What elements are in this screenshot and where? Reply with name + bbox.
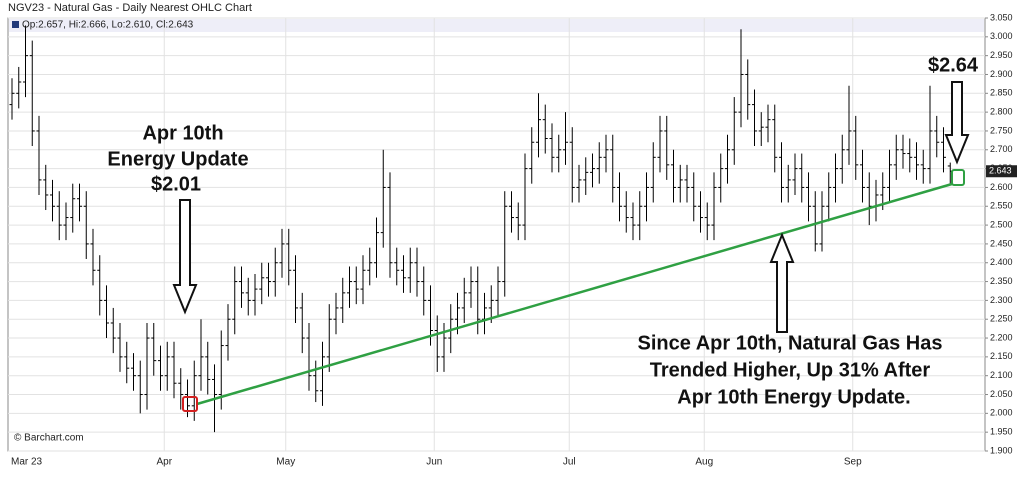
start-marker — [182, 396, 198, 412]
y-tick-label: 1.950 — [990, 427, 1013, 437]
y-tick-label: 2.600 — [990, 182, 1013, 192]
arrow-up — [769, 232, 795, 333]
y-tick-label: 2.000 — [990, 408, 1013, 418]
y-tick-label: 2.900 — [990, 69, 1013, 79]
y-tick-label: 2.400 — [990, 257, 1013, 267]
y-tick-label: 2.550 — [990, 201, 1013, 211]
ohlc-readout: Op:2.657, Hi:2.666, Lo:2.610, Cl:2.643 — [22, 20, 194, 31]
annotation: Energy Update — [107, 148, 248, 170]
readout-icon — [12, 21, 19, 28]
y-tick-label: 2.350 — [990, 276, 1013, 286]
x-tick-label: Aug — [695, 457, 713, 468]
y-tick-label: 2.200 — [990, 332, 1013, 342]
bars — [9, 25, 953, 433]
y-tick-label: 2.100 — [990, 370, 1013, 380]
grid — [8, 17, 985, 452]
annotation: $2.01 — [151, 173, 201, 195]
readout-band — [9, 19, 984, 32]
y-tick-label: 2.800 — [990, 107, 1013, 117]
y-tick-label: 1.900 — [990, 445, 1013, 455]
x-tick-label: Jun — [426, 457, 442, 468]
annotation: Since Apr 10th, Natural Gas Has — [638, 332, 943, 354]
y-tick-label: 2.450 — [990, 238, 1013, 248]
annotation: $2.64 — [928, 54, 979, 76]
arrow-down — [172, 199, 198, 315]
trend-line — [196, 182, 953, 406]
y-tick-label: 3.000 — [990, 31, 1013, 41]
annotation: Trended Higher, Up 31% After — [650, 359, 931, 381]
x-tick-label: May — [276, 457, 295, 468]
arrow-down — [944, 81, 970, 165]
y-tick-label: 2.850 — [990, 88, 1013, 98]
y-tick-label: 2.750 — [990, 125, 1013, 135]
annotation: Apr 10th Energy Update. — [677, 386, 910, 408]
watermark: © Barchart.com — [14, 433, 84, 444]
x-tick-label: Mar 23 — [11, 457, 43, 468]
y-tick-label: 2.250 — [990, 314, 1013, 324]
last-price-label: 2.643 — [989, 166, 1012, 176]
y-tick-label: 2.700 — [990, 144, 1013, 154]
y-tick-label: 2.500 — [990, 219, 1013, 229]
y-tick-label: 2.050 — [990, 389, 1013, 399]
annotation: Apr 10th — [142, 122, 223, 144]
x-tick-label: Jul — [563, 457, 576, 468]
y-tick-label: 3.050 — [990, 12, 1013, 22]
y-tick-label: 2.950 — [990, 50, 1013, 60]
y-tick-label: 2.300 — [990, 295, 1013, 305]
y-tick-label: 2.150 — [990, 351, 1013, 361]
x-tick-label: Apr — [156, 457, 172, 468]
end-marker — [951, 169, 965, 186]
x-tick-label: Sep — [844, 457, 862, 468]
chart-title: NGV23 - Natural Gas - Daily Nearest OHLC… — [8, 2, 252, 14]
last-price-tag — [986, 165, 1017, 178]
